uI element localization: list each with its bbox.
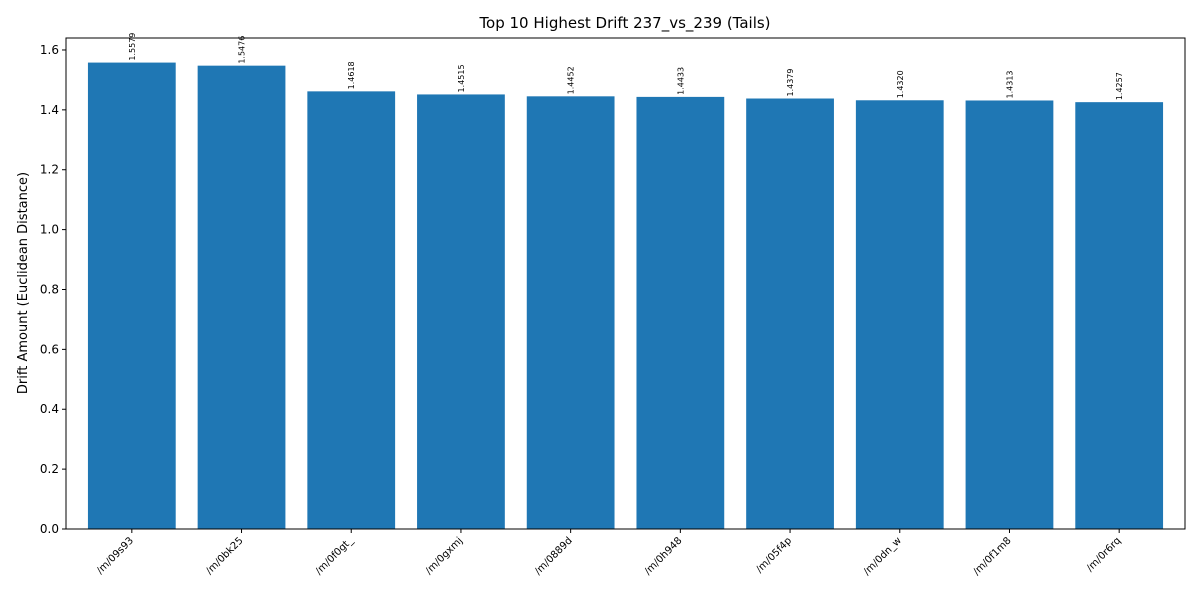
bar-value-label: 1.4618 (347, 61, 356, 89)
x-tick-label: /m/0dn_w (862, 535, 904, 577)
y-tick-label: 0.0 (40, 522, 59, 536)
y-tick-label: 0.6 (40, 342, 59, 356)
bar (87, 62, 176, 529)
bar (965, 100, 1054, 530)
x-tick-label: /m/0h948 (643, 535, 685, 577)
x-tick-label: /m/05f4p (754, 535, 794, 575)
bar (855, 100, 944, 530)
x-tick-label: /m/0bk25 (204, 535, 246, 577)
bar (746, 98, 834, 529)
bar (636, 96, 725, 529)
bar-value-label: 1.5476 (238, 36, 247, 64)
bar-value-label: 1.4515 (457, 64, 466, 92)
x-tick-label: /m/0889d (533, 535, 575, 577)
bar (526, 96, 615, 529)
bar-value-label: 1.4313 (1005, 70, 1014, 98)
x-tick-label: /m/0f1m8 (971, 535, 1013, 577)
bar-value-label: 1.5579 (128, 33, 137, 61)
bar (1075, 102, 1164, 529)
bar (417, 94, 505, 529)
bar (307, 91, 396, 529)
x-tick-label: /m/09s93 (95, 535, 136, 576)
bar-value-label: 1.4257 (1115, 72, 1124, 100)
bar-value-label: 1.4452 (567, 66, 576, 94)
x-tick-label: /m/0gxmj (424, 535, 465, 576)
x-tick-label: /m/0f0gt_ (314, 535, 356, 577)
chart-title: Top 10 Highest Drift 237_vs_239 (Tails) (478, 14, 770, 33)
y-tick-label: 1.6 (40, 43, 59, 57)
bar (197, 65, 286, 529)
plot-frame (65, 37, 1186, 530)
x-tick-label: /m/0r6rq (1085, 535, 1124, 574)
y-tick-label: 1.4 (40, 103, 59, 117)
y-tick-label: 0.8 (40, 282, 59, 296)
plot-area: 0.0 0.2 0.4 0.6 0.8 1.0 1.2 1.4 1.6 1.5579/m/09s9… (40, 33, 1164, 578)
y-axis-title: Drift Amount (Euclidean Distance) (16, 172, 31, 394)
bar-value-label: 1.4320 (896, 70, 905, 98)
bar-value-label: 1.4433 (676, 67, 685, 95)
y-tick-label: 0.2 (40, 462, 59, 476)
y-tick-label: 1.2 (40, 163, 59, 177)
y-tick-label: 1.0 (40, 223, 59, 237)
y-tick-label: 0.4 (40, 402, 59, 416)
bar-value-label: 1.4379 (786, 69, 795, 97)
